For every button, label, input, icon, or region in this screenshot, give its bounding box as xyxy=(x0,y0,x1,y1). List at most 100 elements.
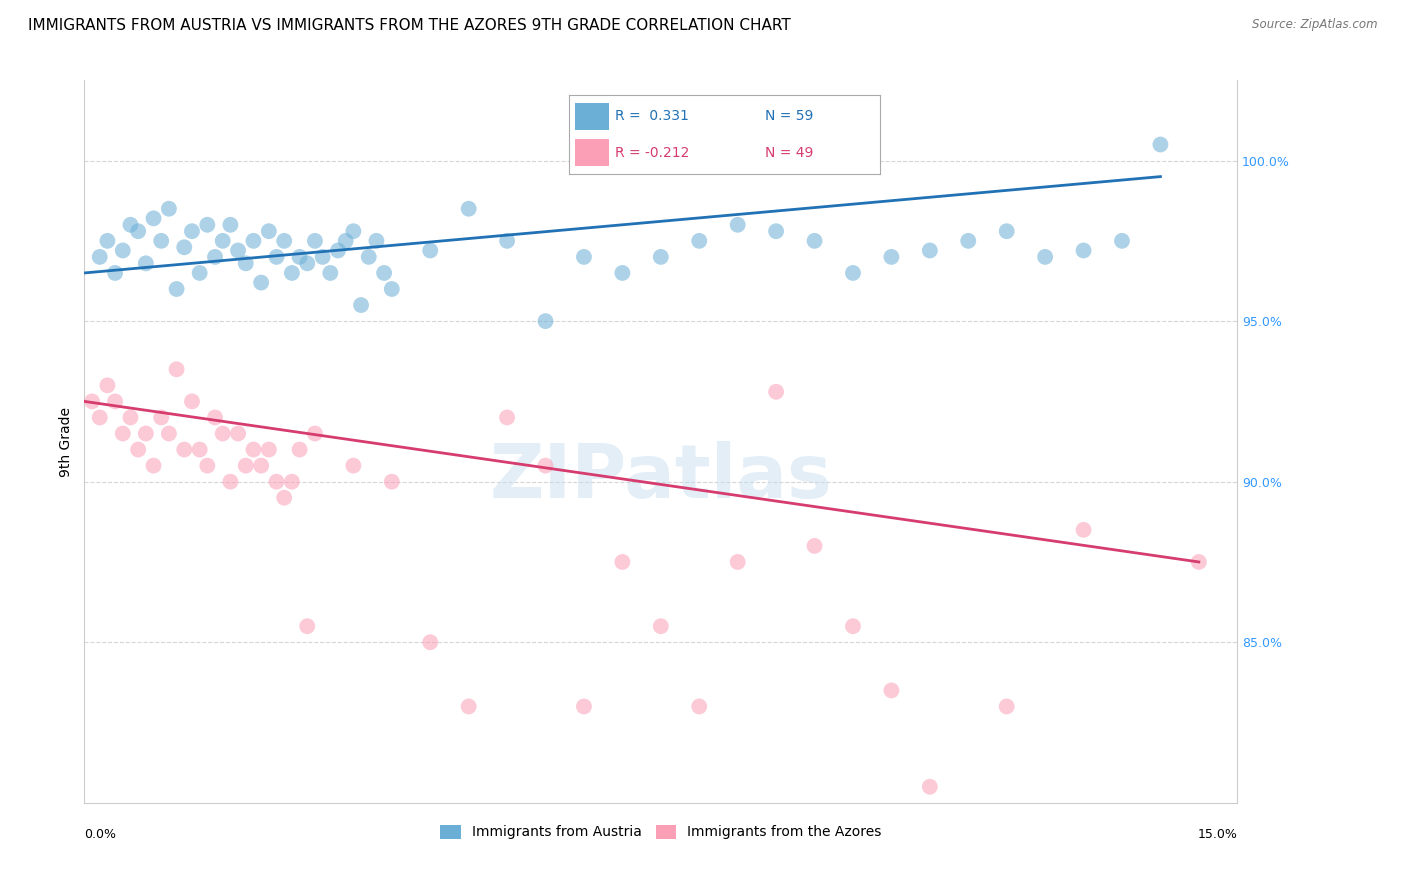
Point xyxy=(211,234,233,248)
Point xyxy=(803,234,825,248)
Point xyxy=(195,218,218,232)
Point xyxy=(880,250,903,264)
Point xyxy=(918,244,941,258)
Point xyxy=(765,224,787,238)
Point xyxy=(496,234,519,248)
Point xyxy=(319,266,342,280)
Point xyxy=(373,266,395,280)
Point xyxy=(142,211,165,226)
Point xyxy=(96,234,118,248)
Point xyxy=(342,224,364,238)
Point xyxy=(135,426,157,441)
Point xyxy=(1111,234,1133,248)
Point xyxy=(918,780,941,794)
Point xyxy=(195,458,218,473)
Point xyxy=(880,683,903,698)
Point xyxy=(572,250,595,264)
Point xyxy=(419,635,441,649)
Legend: Immigrants from Austria, Immigrants from the Azores: Immigrants from Austria, Immigrants from… xyxy=(433,818,889,847)
Point xyxy=(250,458,273,473)
Point xyxy=(1188,555,1211,569)
Point xyxy=(350,298,373,312)
Point xyxy=(534,314,557,328)
Point xyxy=(127,224,149,238)
Point xyxy=(150,234,173,248)
Point xyxy=(219,218,242,232)
Point xyxy=(357,250,380,264)
Point xyxy=(688,699,710,714)
Point xyxy=(120,410,142,425)
Point xyxy=(335,234,357,248)
Point xyxy=(288,442,311,457)
Text: 15.0%: 15.0% xyxy=(1198,828,1237,841)
Point xyxy=(111,244,134,258)
Point xyxy=(995,699,1018,714)
Point xyxy=(688,234,710,248)
Point xyxy=(166,362,188,376)
Point xyxy=(995,224,1018,238)
Point xyxy=(273,491,295,505)
Point xyxy=(104,394,127,409)
Point xyxy=(173,442,195,457)
Point xyxy=(381,282,404,296)
Point xyxy=(181,224,204,238)
Point xyxy=(281,266,304,280)
Point xyxy=(173,240,195,254)
Point xyxy=(650,619,672,633)
Point xyxy=(96,378,118,392)
Point xyxy=(534,458,557,473)
Point xyxy=(204,250,226,264)
Point xyxy=(842,619,865,633)
Point xyxy=(120,218,142,232)
Point xyxy=(457,202,479,216)
Point xyxy=(166,282,188,296)
Point xyxy=(226,244,249,258)
Point xyxy=(127,442,149,457)
Point xyxy=(181,394,204,409)
Point xyxy=(235,256,257,270)
Point xyxy=(957,234,980,248)
Point xyxy=(1073,244,1095,258)
Point xyxy=(297,619,319,633)
Point xyxy=(257,442,280,457)
Point xyxy=(304,234,326,248)
Point xyxy=(266,475,288,489)
Text: ZIPatlas: ZIPatlas xyxy=(489,442,832,514)
Point xyxy=(157,202,180,216)
Point xyxy=(250,276,273,290)
Point xyxy=(419,244,441,258)
Point xyxy=(89,250,111,264)
Point xyxy=(326,244,349,258)
Point xyxy=(242,234,264,248)
Point xyxy=(204,410,226,425)
Point xyxy=(89,410,111,425)
Point xyxy=(235,458,257,473)
Point xyxy=(266,250,288,264)
Point xyxy=(226,426,249,441)
Point xyxy=(572,699,595,714)
Point xyxy=(273,234,295,248)
Point xyxy=(803,539,825,553)
Point xyxy=(311,250,333,264)
Point xyxy=(111,426,134,441)
Point xyxy=(342,458,364,473)
Point xyxy=(1149,137,1171,152)
Point xyxy=(188,266,211,280)
Point xyxy=(142,458,165,473)
Y-axis label: 9th Grade: 9th Grade xyxy=(59,407,73,476)
Point xyxy=(135,256,157,270)
Point xyxy=(80,394,103,409)
Point xyxy=(157,426,180,441)
Point xyxy=(727,555,749,569)
Point xyxy=(612,266,634,280)
Text: IMMIGRANTS FROM AUSTRIA VS IMMIGRANTS FROM THE AZORES 9TH GRADE CORRELATION CHAR: IMMIGRANTS FROM AUSTRIA VS IMMIGRANTS FR… xyxy=(28,18,790,33)
Point xyxy=(281,475,304,489)
Text: Source: ZipAtlas.com: Source: ZipAtlas.com xyxy=(1253,18,1378,31)
Point xyxy=(1073,523,1095,537)
Point xyxy=(188,442,211,457)
Point xyxy=(1033,250,1056,264)
Point xyxy=(257,224,280,238)
Point xyxy=(765,384,787,399)
Point xyxy=(150,410,173,425)
Point xyxy=(211,426,233,441)
